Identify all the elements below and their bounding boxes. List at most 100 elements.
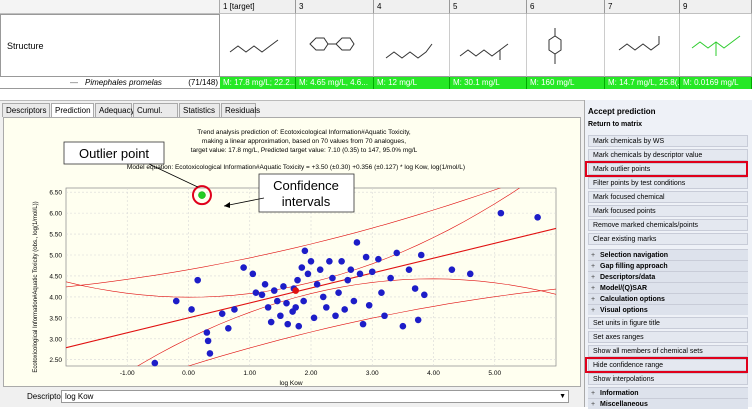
- visual-option-button[interactable]: Set axes ranges: [588, 331, 748, 343]
- structure-cell[interactable]: [527, 14, 605, 77]
- outlier-point[interactable]: [198, 191, 206, 199]
- data-point[interactable]: [295, 322, 303, 330]
- section-header[interactable]: + Miscellaneous: [588, 398, 748, 409]
- data-point[interactable]: [313, 281, 321, 288]
- data-point[interactable]: [283, 299, 290, 307]
- tab-residuals[interactable]: Residuals: [221, 103, 260, 117]
- section-header[interactable]: + Gap filling approach: [588, 260, 748, 271]
- section-header[interactable]: + Model/(Q)SAR: [588, 282, 748, 293]
- value-cell[interactable]: M: 0.0169 mg/L: [680, 77, 752, 89]
- data-point[interactable]: [249, 270, 257, 278]
- structure-cell[interactable]: [374, 14, 450, 77]
- column-header[interactable]: 9: [680, 0, 752, 14]
- data-point[interactable]: [368, 268, 376, 276]
- data-point[interactable]: [218, 310, 226, 317]
- plot-area[interactable]: Trend analysis prediction of: Ecotoxicol…: [3, 117, 581, 387]
- data-point[interactable]: [414, 316, 422, 324]
- data-point[interactable]: [534, 214, 541, 221]
- data-point[interactable]: [264, 304, 272, 311]
- data-point[interactable]: [375, 255, 382, 263]
- value-cell[interactable]: M: 160 mg/L: [527, 77, 605, 89]
- data-point[interactable]: [307, 257, 315, 265]
- expand-icon[interactable]: +: [591, 285, 596, 292]
- data-point[interactable]: [310, 314, 318, 322]
- action-button[interactable]: Mark chemicals by descriptor value: [588, 149, 748, 161]
- data-point[interactable]: [417, 251, 425, 259]
- expand-icon[interactable]: +: [591, 307, 596, 314]
- data-point[interactable]: [399, 322, 407, 330]
- action-button[interactable]: Mark focused chemical: [588, 191, 748, 203]
- descriptor-select[interactable]: log Kow ▼: [61, 390, 569, 403]
- species-row[interactable]: — Pimephales promelas (71/148) M: 17.8 m…: [0, 77, 752, 89]
- return-to-matrix-button[interactable]: Return to matrix: [588, 121, 643, 128]
- value-cell[interactable]: M: 30.1 mg/L: [450, 77, 527, 89]
- action-button[interactable]: Clear existing marks: [588, 233, 748, 245]
- data-point[interactable]: [206, 350, 214, 357]
- action-button[interactable]: Remove marked chemicals/points: [588, 219, 748, 231]
- accept-prediction-button[interactable]: Accept prediction: [588, 107, 656, 116]
- expand-icon[interactable]: +: [591, 296, 596, 303]
- data-point[interactable]: [316, 266, 324, 273]
- column-header[interactable]: 4: [374, 0, 450, 14]
- action-button[interactable]: Mark chemicals by WS: [588, 135, 748, 147]
- data-point[interactable]: [359, 320, 367, 328]
- data-point[interactable]: [332, 312, 339, 320]
- data-point[interactable]: [411, 285, 419, 292]
- section-header[interactable]: + Selection navigation: [588, 249, 748, 260]
- action-button[interactable]: Mark focused points: [588, 205, 748, 217]
- data-point[interactable]: [338, 257, 345, 265]
- column-header[interactable]: 1 [target]: [220, 0, 296, 14]
- data-point[interactable]: [301, 247, 309, 255]
- column-header[interactable]: 3: [296, 0, 374, 14]
- value-cell[interactable]: M: 14.7 mg/L, 25.8(...: [605, 77, 680, 89]
- data-point[interactable]: [252, 289, 260, 297]
- expand-icon[interactable]: +: [591, 263, 596, 270]
- tab-cumul-freq[interactable]: Cumul. freq.: [133, 103, 178, 128]
- data-point[interactable]: [204, 337, 212, 345]
- tab-adequacy[interactable]: Adequacy: [95, 103, 135, 117]
- chevron-down-icon[interactable]: ▼: [559, 393, 566, 400]
- data-point[interactable]: [353, 239, 361, 246]
- data-point[interactable]: [304, 270, 312, 278]
- target-point[interactable]: [292, 287, 299, 294]
- data-point[interactable]: [344, 276, 352, 284]
- visual-option-button[interactable]: Show all members of chemical sets: [588, 345, 748, 357]
- visual-option-button[interactable]: Set units in figure title: [588, 317, 748, 329]
- data-point[interactable]: [341, 306, 348, 313]
- section-header[interactable]: + Calculation options: [588, 293, 748, 304]
- data-point[interactable]: [350, 297, 358, 305]
- value-cell[interactable]: M: 12 mg/L: [374, 77, 450, 89]
- data-point[interactable]: [326, 257, 333, 265]
- trend-chart[interactable]: Trend analysis prediction of: Ecotoxicol…: [4, 118, 582, 388]
- expand-icon[interactable]: +: [591, 252, 596, 259]
- data-point[interactable]: [381, 312, 388, 320]
- data-point[interactable]: [203, 329, 211, 336]
- data-point[interactable]: [225, 325, 232, 332]
- data-point[interactable]: [267, 318, 275, 326]
- expand-icon[interactable]: +: [591, 274, 596, 281]
- structure-cell[interactable]: [296, 14, 374, 77]
- data-point[interactable]: [298, 264, 306, 271]
- visual-option-button[interactable]: Show interpolations: [588, 373, 748, 385]
- section-header[interactable]: + Visual options: [588, 304, 748, 315]
- data-point[interactable]: [335, 289, 342, 297]
- column-header[interactable]: 6: [527, 0, 605, 14]
- data-point[interactable]: [365, 301, 373, 309]
- action-button[interactable]: Filter points by test conditions: [588, 177, 748, 189]
- value-cell[interactable]: M: 4.65 mg/L, 4.6...: [296, 77, 374, 89]
- data-point[interactable]: [356, 270, 364, 278]
- data-point[interactable]: [151, 359, 159, 367]
- data-point[interactable]: [277, 312, 284, 320]
- column-header[interactable]: 7: [605, 0, 680, 14]
- data-point[interactable]: [466, 270, 474, 278]
- species-label[interactable]: — Pimephales promelas (71/148): [0, 77, 220, 89]
- data-point[interactable]: [448, 266, 456, 273]
- data-point[interactable]: [347, 266, 355, 273]
- tab-prediction[interactable]: Prediction: [51, 103, 94, 117]
- tab-descriptors[interactable]: Descriptors: [2, 103, 50, 117]
- value-cell[interactable]: M: 17.8 mg/L; 22.2...: [220, 77, 296, 89]
- data-point[interactable]: [194, 276, 201, 284]
- data-point[interactable]: [284, 320, 292, 328]
- data-point[interactable]: [270, 287, 278, 294]
- data-point[interactable]: [231, 306, 238, 313]
